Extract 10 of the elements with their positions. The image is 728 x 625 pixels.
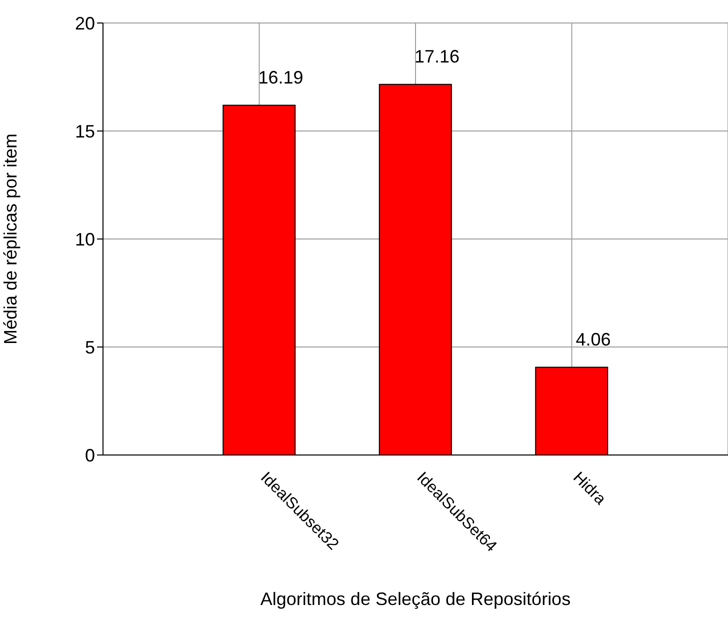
y-tick-label: 15 [74, 121, 95, 142]
y-tick-label: 10 [74, 229, 95, 250]
x-axis-title: Algoritmos de Seleção de Repositórios [260, 589, 571, 609]
data-label: 16.19 [258, 67, 304, 88]
data-label: 17.16 [414, 46, 460, 66]
y-tick-label: 0 [84, 445, 95, 466]
data-label: 4.06 [576, 329, 611, 350]
y-axis-title: Média de réplicas por item [0, 133, 20, 345]
y-tick-label: 20 [74, 13, 95, 34]
y-tick-label: 5 [84, 337, 95, 358]
